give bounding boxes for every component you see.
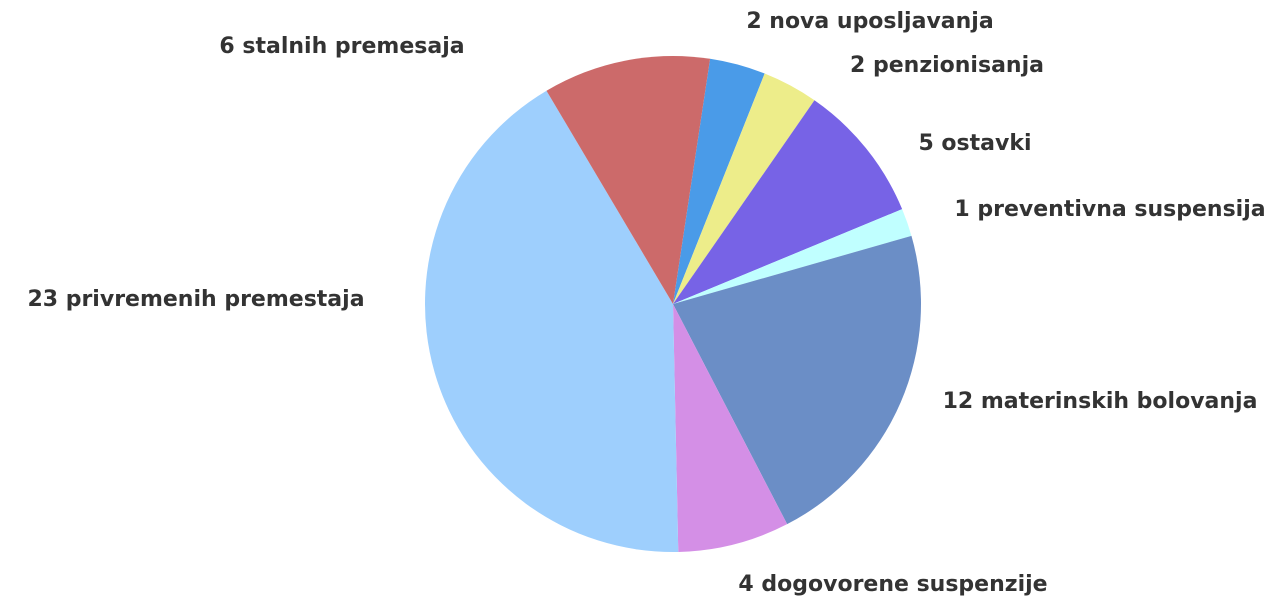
pie-slice [424,90,679,553]
slice-label: 2 penzionisanja [850,53,1044,78]
pie-slice [673,58,765,304]
slice-label: 6 stalnih premesaja [219,34,464,59]
pie-slice [673,73,815,304]
pie-slice [673,235,921,525]
slice-label: 23 privremenih premestaja [27,287,364,312]
pie-slice [546,56,711,305]
pie-slice [673,209,912,304]
slice-label: 1 preventivna suspensija [954,197,1265,222]
slice-label: 2 nova uposljavanja [746,9,993,34]
slice-label: 5 ostavki [918,131,1031,156]
slice-label: 12 materinskih bolovanja [943,389,1258,414]
pie-slice [673,304,788,552]
slice-label: 4 dogovorene suspenzije [738,572,1047,597]
pie-slice [673,100,903,304]
